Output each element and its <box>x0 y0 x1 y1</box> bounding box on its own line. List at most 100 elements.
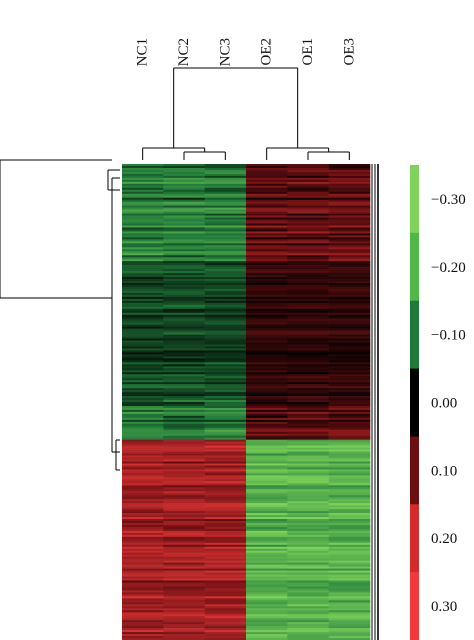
heatmap-cell <box>163 630 205 633</box>
heatmap-cell <box>287 300 329 304</box>
heatmap-cell <box>287 503 329 506</box>
heatmap-cell <box>163 296 205 300</box>
heatmap-cell <box>163 618 205 621</box>
heatmap-cell <box>287 546 329 550</box>
heatmap-cell <box>163 219 205 222</box>
heatmap-cell <box>246 253 288 256</box>
heatmap-cell <box>246 175 288 179</box>
heatmap-cell <box>287 497 329 500</box>
heatmap-cell <box>163 348 205 351</box>
heatmap-cell <box>163 181 205 185</box>
heatmap-cell <box>328 354 371 357</box>
heatmap-cell <box>246 616 288 619</box>
heatmap-cell <box>328 558 371 561</box>
heatmap-cell <box>122 300 164 304</box>
heatmap-cell <box>163 584 205 587</box>
heatmap-cell <box>246 306 288 310</box>
heatmap-cell <box>204 483 247 486</box>
heatmap-cell <box>122 255 164 258</box>
heatmap-cell <box>163 241 205 244</box>
heatmap-cell <box>328 366 371 369</box>
heatmap-cell <box>287 636 329 639</box>
heatmap-cell <box>287 402 329 405</box>
heatmap-cell <box>246 380 288 383</box>
heatmap-cell <box>122 481 164 484</box>
heatmap-cell <box>122 326 164 329</box>
heatmap-cell <box>328 205 371 208</box>
heatmap-cell <box>122 469 164 472</box>
heatmap-cell <box>122 596 164 599</box>
heatmap-cell <box>163 277 205 280</box>
heatmap-cell <box>328 598 371 601</box>
heatmap-cell <box>122 493 164 496</box>
heatmap-cell <box>328 437 371 440</box>
heatmap-cell <box>246 378 288 381</box>
heatmap-cell <box>246 580 288 583</box>
heatmap-cell <box>163 199 205 202</box>
heatmap-cell <box>287 521 329 524</box>
heatmap-cell <box>328 405 371 409</box>
heatmap-cell <box>163 638 205 640</box>
heatmap-cell <box>246 251 288 254</box>
heatmap-cell <box>328 556 371 559</box>
heatmap-cell <box>204 536 247 540</box>
heatmap-cell <box>122 528 164 532</box>
heatmap-cell <box>163 475 205 478</box>
heatmap-cell <box>287 207 329 210</box>
heatmap-cell <box>163 396 205 399</box>
heatmap-cell <box>246 336 288 339</box>
heatmap-cell <box>328 532 371 536</box>
heatmap-cell <box>163 298 205 302</box>
heatmap-cell <box>163 273 205 276</box>
heatmap-cell <box>328 511 371 514</box>
heatmap-cell <box>328 356 371 359</box>
heatmap-cell <box>328 292 371 296</box>
heatmap-cell <box>163 316 205 319</box>
heatmap-cell <box>163 566 205 569</box>
heatmap-cell <box>204 281 247 284</box>
heatmap-cell <box>246 356 288 359</box>
heatmap-cell <box>122 618 164 621</box>
heatmap-cell <box>246 269 288 272</box>
heatmap-cell <box>204 463 247 466</box>
heatmap-cell <box>328 294 371 298</box>
heatmap-cell <box>204 400 247 403</box>
heatmap-cell <box>246 524 288 528</box>
heatmap-cell <box>204 189 247 193</box>
heatmap-cell <box>287 332 329 335</box>
heatmap-cell <box>328 471 371 474</box>
heatmap-cell <box>246 388 288 391</box>
heatmap-cell <box>287 532 329 536</box>
heatmap-cell <box>204 312 247 316</box>
heatmap-cell <box>287 429 329 433</box>
heatmap-cell <box>204 294 247 298</box>
heatmap-cell <box>163 279 205 282</box>
heatmap-cell <box>328 443 371 446</box>
heatmap-cell <box>122 574 164 577</box>
heatmap-cell <box>328 215 371 218</box>
heatmap-cell <box>328 534 371 538</box>
heatmap-cell <box>246 382 288 385</box>
heatmap-cell <box>204 167 247 171</box>
heatmap-cell <box>246 528 288 532</box>
heatmap-cell <box>246 546 288 550</box>
heatmap-cell <box>246 530 288 534</box>
heatmap-cell <box>204 411 247 415</box>
heatmap-cell <box>122 380 164 383</box>
heatmap-cell <box>246 215 288 218</box>
heatmap-cell <box>287 423 329 427</box>
heatmap-cell <box>328 402 371 405</box>
heatmap-cell <box>246 207 288 210</box>
heatmap-cell <box>287 370 329 373</box>
heatmap-cell <box>287 201 329 204</box>
heatmap-cell <box>328 253 371 256</box>
heatmap-cell <box>163 602 205 605</box>
heatmap-cell <box>163 344 205 347</box>
heatmap-cell <box>246 467 288 470</box>
heatmap-cell <box>204 332 247 335</box>
heatmap-cell <box>328 461 371 464</box>
heatmap-cell <box>204 423 247 427</box>
heatmap-cell <box>163 556 205 559</box>
heatmap-cell <box>328 566 371 569</box>
heatmap-cell <box>246 521 288 524</box>
